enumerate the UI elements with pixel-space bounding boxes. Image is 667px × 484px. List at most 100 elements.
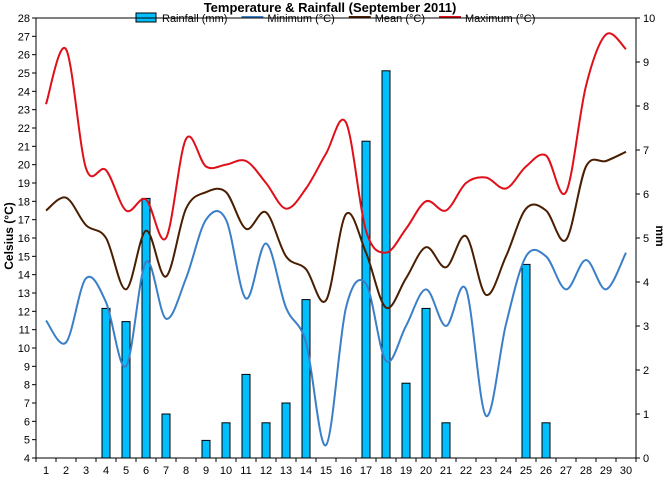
plot-area: 4567891011121314151617181920212223242526… (18, 13, 656, 477)
legend-item-mean: Mean (°C) (348, 13, 425, 25)
y2-tick-label: 0 (643, 453, 649, 465)
x-tick-label: 9 (203, 465, 209, 477)
x-tick-label: 8 (183, 465, 189, 477)
y2-tick-label: 1 (643, 409, 649, 421)
y-tick-label: 8 (24, 380, 30, 392)
y2-tick-label: 4 (643, 277, 649, 289)
x-tick-label: 19 (400, 465, 412, 477)
y-tick-label: 12 (18, 306, 30, 318)
x-tick-label: 11 (240, 465, 251, 477)
y-tick-label: 10 (18, 343, 30, 355)
rainfall-bar (121, 321, 131, 459)
rainfall-bar (381, 70, 391, 459)
y2-tick-label: 6 (643, 189, 649, 201)
chart-title: Temperature & Rainfall (September 2011) (204, 0, 457, 15)
mean-line (45, 150, 627, 310)
rainfall-bar (521, 263, 531, 459)
x-tick-label: 27 (560, 465, 572, 477)
x-tick-label: 18 (380, 465, 392, 477)
x-tick-label: 30 (620, 465, 632, 477)
maximum-line (45, 32, 627, 254)
x-tick-label: 7 (163, 465, 169, 477)
y-tick-label: 23 (18, 105, 30, 117)
y-tick-label: 6 (24, 416, 30, 428)
legend-label: Maximum (°C) (465, 13, 535, 25)
y-tick-label: 11 (19, 325, 30, 337)
x-tick-label: 15 (320, 465, 332, 477)
rainfall-bar (421, 307, 431, 459)
y-tick-label: 15 (18, 251, 30, 263)
x-tick-label: 25 (520, 465, 532, 477)
rainfall-bar (201, 439, 211, 459)
x-tick-label: 5 (123, 465, 129, 477)
rainfall-bar (221, 422, 231, 459)
rainfall-bar (161, 413, 171, 459)
x-tick-label: 12 (260, 465, 272, 477)
rainfall-bar (241, 373, 251, 459)
x-tick-label: 17 (360, 465, 372, 477)
y-tick-label: 24 (18, 86, 30, 98)
legend-item-rainfall: Rainfall (mm) (135, 12, 227, 25)
y2-axis-label: mm (653, 225, 667, 246)
legend-label: Rainfall (mm) (162, 13, 227, 25)
y-tick-label: 13 (18, 288, 30, 300)
y-tick-label: 27 (18, 31, 30, 43)
x-tick-label: 26 (540, 465, 552, 477)
legend-label: Mean (°C) (375, 13, 425, 25)
rainfall-bar (441, 422, 451, 459)
y-tick-label: 25 (18, 68, 30, 80)
y2-tick-label: 2 (643, 365, 649, 377)
y2-tick-label: 10 (643, 13, 655, 25)
y-tick-label: 18 (18, 196, 30, 208)
y-tick-label: 26 (18, 50, 30, 62)
y-tick-label: 16 (18, 233, 30, 245)
x-tick-label: 16 (340, 465, 352, 477)
rainfall-bar (101, 307, 111, 459)
y-tick-label: 4 (24, 453, 30, 465)
legend-item-minimum: Minimum (°C) (241, 13, 335, 25)
y-tick-label: 28 (18, 13, 30, 25)
y-tick-label: 20 (18, 160, 30, 172)
x-tick-label: 1 (43, 465, 49, 477)
y-tick-label: 14 (18, 270, 30, 282)
x-tick-label: 2 (63, 465, 69, 477)
rainfall-bar (261, 422, 271, 459)
y-tick-label: 19 (18, 178, 30, 190)
x-tick-label: 10 (220, 465, 232, 477)
y-tick-label: 17 (18, 215, 30, 227)
rainfall-bar (401, 382, 411, 459)
x-tick-label: 14 (300, 465, 312, 477)
legend-item-maximum: Maximum (°C) (439, 13, 535, 25)
y2-tick-label: 7 (643, 145, 649, 157)
y2-tick-label: 9 (643, 57, 649, 69)
x-tick-label: 23 (480, 465, 492, 477)
x-tick-label: 13 (280, 465, 292, 477)
rainfall-bar (361, 140, 371, 459)
rainfall-bar (281, 402, 291, 459)
x-tick-label: 4 (103, 465, 109, 477)
y-tick-label: 22 (18, 123, 30, 135)
x-tick-label: 24 (500, 465, 512, 477)
x-tick-label: 28 (580, 465, 592, 477)
y-tick-label: 7 (24, 398, 30, 410)
y2-tick-label: 3 (643, 321, 649, 333)
minimum-line (45, 210, 627, 447)
x-tick-label: 21 (440, 465, 452, 477)
legend-label: Minimum (°C) (267, 13, 334, 25)
rainfall-bar (541, 422, 551, 459)
legend: Rainfall (mm) Minimum (°C) Mean (°C) Maximu… (135, 12, 535, 25)
x-tick-label: 6 (143, 465, 149, 477)
y-tick-label: 9 (24, 361, 30, 373)
y2-tick-label: 5 (643, 233, 649, 245)
y-axis-label: Celsius (°C) (2, 202, 16, 269)
x-tick-label: 3 (83, 465, 89, 477)
x-tick-label: 29 (600, 465, 612, 477)
x-tick-label: 22 (460, 465, 472, 477)
y-tick-label: 21 (18, 141, 30, 153)
rainfall-bar (301, 299, 311, 459)
x-tick-label: 20 (420, 465, 432, 477)
y2-tick-label: 8 (643, 101, 649, 113)
y-tick-label: 5 (24, 435, 30, 447)
